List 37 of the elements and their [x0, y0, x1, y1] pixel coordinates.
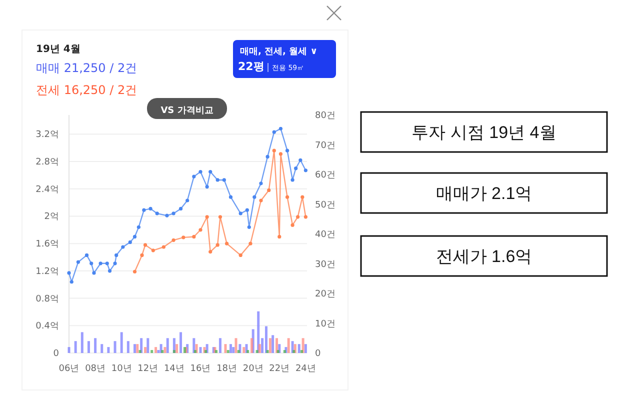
y2-tick-label: 50건 — [315, 200, 336, 210]
y-tick-label: 0.8억 — [36, 294, 59, 304]
y2-tick-label: 30건 — [315, 260, 336, 270]
y2-tick-label: 40건 — [315, 230, 336, 240]
text: 투자 시점 19년 4월 — [412, 123, 556, 142]
x-tick-label: 12년 — [138, 364, 158, 374]
x-tick-label: 24년 — [295, 364, 316, 374]
text: 매매 21,250 / 2건 — [36, 61, 138, 75]
x-tick-label: 20년 — [242, 364, 264, 374]
x-tick-label: 06년 — [58, 364, 80, 374]
y-tick-label: 1.6억 — [36, 240, 59, 250]
y-tick-label: 2.4억 — [36, 184, 59, 195]
y-tick-label: 2.8억 — [36, 158, 59, 168]
text: 22평 — [238, 60, 264, 73]
y2-tick-label: 60건 — [315, 170, 336, 180]
y-tick-label: 0 — [53, 349, 60, 359]
y2-tick-label: 10건 — [315, 319, 336, 330]
y-tick-label: 3.2억 — [36, 130, 59, 140]
y-tick-label: 2억 — [44, 212, 59, 222]
y2-tick-label: 80건 — [315, 111, 336, 121]
x-tick-label: 10년 — [111, 364, 132, 374]
x-tick-label: 18년 — [216, 364, 238, 374]
x-tick-label: 14년 — [164, 364, 184, 374]
y2-tick-label: 20건 — [315, 290, 336, 300]
y2-tick-label: 70건 — [315, 140, 336, 151]
text: 전세가 1.6억 — [436, 247, 532, 266]
x-tick-label: 08년 — [85, 364, 106, 374]
text: 매매가 2.1억 — [436, 184, 532, 203]
text: 전세 16,250 / 2건 — [36, 83, 138, 97]
y-tick-label: 0.4억 — [36, 322, 59, 332]
y2-tick-label: 0 — [315, 349, 321, 359]
text: 19년 4월 — [36, 44, 80, 55]
x-tick-label: 16년 — [190, 364, 211, 374]
y-tick-label: 1.2억 — [36, 266, 59, 277]
x-tick-label: 22년 — [269, 364, 290, 374]
text: 매매, 전세, 월세 ∨ — [240, 47, 318, 57]
annotation: VS 가격비교 — [160, 106, 214, 116]
